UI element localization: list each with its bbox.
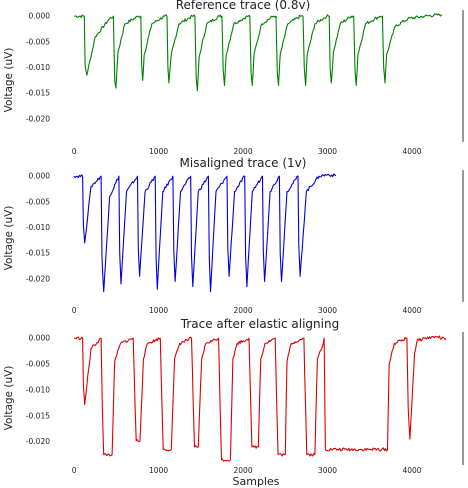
x-tick-label: 0 <box>72 466 77 475</box>
y-tick-label: -0.020 <box>26 274 50 283</box>
y-axis-label: Voltage (uV) <box>3 206 15 271</box>
panel-title: Misaligned trace (1v) <box>180 156 307 170</box>
x-axis-label: Samples <box>233 475 280 488</box>
x-tick-label: 2000 <box>234 306 253 315</box>
x-tick-label: 4000 <box>402 147 421 156</box>
y-tick-label: -0.010 <box>26 385 50 394</box>
misaligned-trace-line <box>73 173 337 293</box>
x-tick-label: 1000 <box>149 147 168 156</box>
x-tick-label: 4000 <box>402 466 421 475</box>
x-tick-label: 1000 <box>149 306 168 315</box>
x-tick-label: 3000 <box>318 147 337 156</box>
panel-title: Trace after elastic aligning <box>180 317 339 331</box>
y-tick-label: -0.020 <box>26 114 50 123</box>
panel-misaligned-trace: Misaligned trace (1v) Voltage (uV) 0 1000… <box>3 156 464 315</box>
panel-reference-trace: Reference trace (0.8v) Voltage (uV) 0 100… <box>3 0 464 156</box>
y-tick-label: -0.010 <box>26 223 50 232</box>
y-tick-label: -0.015 <box>26 89 50 98</box>
panel-title: Reference trace (0.8v) <box>176 0 311 12</box>
tick-labels: 0 1000 2000 3000 4000 0.000 -0.005 -0.010 -0.015… <box>26 334 422 475</box>
y-tick-label: -0.015 <box>26 411 50 420</box>
y-tick-label: -0.015 <box>26 249 50 258</box>
x-tick-label: 0 <box>72 147 77 156</box>
tick-labels: 0 1000 2000 3000 4000 0.000 -0.005 -0.010 -0.015… <box>26 172 422 315</box>
y-tick-label: -0.010 <box>26 63 50 72</box>
y-axis-label: Voltage (uV) <box>3 48 15 113</box>
aligned-trace-line <box>74 335 447 462</box>
panel-aligned-trace: Trace after elastic aligning Voltage (uV… <box>3 317 464 488</box>
tick-labels: 0 1000 2000 3000 4000 0.000 -0.005 -0.010 -0.015… <box>26 12 422 156</box>
y-tick-label: 0.000 <box>29 172 51 181</box>
reference-trace-line <box>74 13 443 92</box>
y-tick-label: 0.000 <box>29 334 51 343</box>
x-tick-label: 2000 <box>234 147 253 156</box>
x-tick-label: 1000 <box>149 466 168 475</box>
y-tick-label: -0.005 <box>26 360 50 369</box>
y-tick-label: 0.000 <box>29 12 51 21</box>
x-tick-label: 3000 <box>318 306 337 315</box>
x-tick-label: 2000 <box>234 466 253 475</box>
y-tick-label: -0.020 <box>26 437 50 446</box>
x-tick-label: 4000 <box>402 306 421 315</box>
y-tick-label: -0.005 <box>26 37 50 46</box>
x-tick-label: 3000 <box>318 466 337 475</box>
x-tick-label: 0 <box>72 306 77 315</box>
y-tick-label: -0.005 <box>26 197 50 206</box>
y-axis-label: Voltage (uV) <box>3 366 15 431</box>
